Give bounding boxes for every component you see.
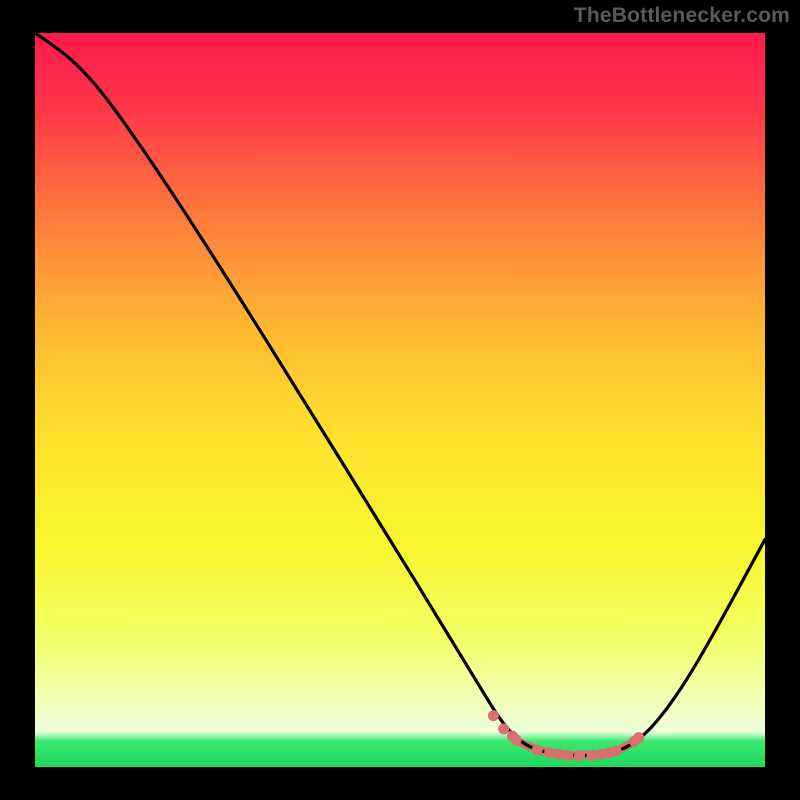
trough-marker [488,710,499,721]
trough-marker [498,723,509,734]
trough-marker [611,745,622,756]
trough-marker [633,732,644,743]
trough-marker [574,750,585,761]
trough-marker [544,747,555,758]
trough-marker [562,750,573,761]
gradient-background [35,33,765,767]
watermark-text: TheBottlenecker.com [574,4,790,28]
trough-marker [532,745,543,756]
chart-svg [35,33,765,767]
trough-marker [586,750,597,761]
trough-marker [511,734,522,745]
plot-area [35,33,765,767]
chart-frame: TheBottlenecker.com [0,0,800,800]
